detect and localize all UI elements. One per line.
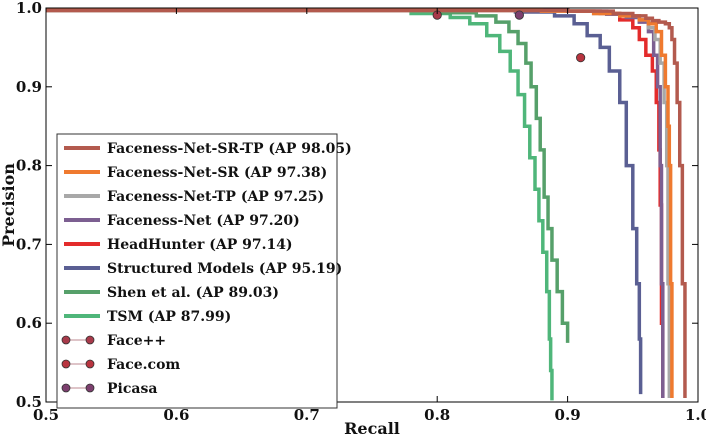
y-tick-label: 1.0 bbox=[16, 0, 42, 17]
legend-label: HeadHunter (AP 97.14) bbox=[107, 237, 293, 253]
legend-entry-faceness-net-tp-ap-97-25: Faceness-Net-TP (AP 97.25) bbox=[64, 189, 324, 205]
legend-entry-faceness-net-sr-ap-97-38: Faceness-Net-SR (AP 97.38) bbox=[64, 165, 327, 181]
legend-entry-face: Face++ bbox=[61, 333, 166, 349]
legend-label: TSM (AP 87.99) bbox=[107, 309, 231, 325]
x-tick-label: 0.9 bbox=[555, 406, 581, 424]
series-layer bbox=[46, 8, 687, 401]
legend-entry-faceness-net-ap-97-20: Faceness-Net (AP 97.20) bbox=[64, 213, 300, 229]
legend-label: Face.com bbox=[107, 357, 180, 373]
legend-label: Picasa bbox=[107, 381, 157, 397]
y-tick-label: 0.7 bbox=[16, 235, 42, 253]
legend-label: Faceness-Net-SR (AP 97.38) bbox=[107, 165, 327, 181]
legend-swatch-point bbox=[85, 335, 95, 345]
series-line-faceness-net-sr-tp-ap-98-05 bbox=[46, 8, 687, 399]
y-axis-label: Precision bbox=[0, 163, 18, 247]
legend-swatch-point bbox=[85, 383, 95, 393]
x-tick-label: 0.5 bbox=[33, 406, 59, 424]
legend: Faceness-Net-SR-TP (AP 98.05) Faceness-Ne… bbox=[56, 133, 352, 409]
legend-label: Faceness-Net-SR-TP (AP 98.05) bbox=[107, 141, 352, 157]
x-tick-label: 0.8 bbox=[424, 406, 450, 424]
series-line-structured-models-ap-95-19 bbox=[46, 8, 643, 395]
y-tick-label: 0.9 bbox=[16, 78, 42, 96]
legend-entry-face-com: Face.com bbox=[61, 357, 180, 373]
legend-entry-picasa: Picasa bbox=[61, 381, 157, 397]
legend-label: Faceness-Net-TP (AP 97.25) bbox=[107, 189, 324, 205]
y-tick-label: 0.5 bbox=[16, 393, 42, 411]
legend-entry-headhunter-ap-97-14: HeadHunter (AP 97.14) bbox=[64, 237, 293, 253]
legend-label: Face++ bbox=[107, 333, 166, 349]
point-face-com bbox=[576, 53, 586, 63]
legend-entry-shen-et-al-ap-89-03: Shen et al. (AP 89.03) bbox=[64, 285, 279, 301]
series-line-shen-et-al-ap-89-03 bbox=[46, 8, 570, 343]
plot-frame bbox=[45, 7, 699, 403]
y-tick-label: 0.6 bbox=[16, 314, 42, 332]
legend-swatch-point bbox=[61, 359, 71, 369]
legend-entry-faceness-net-sr-tp-ap-98-05: Faceness-Net-SR-TP (AP 98.05) bbox=[64, 141, 352, 157]
y-tick-label: 0.8 bbox=[16, 157, 42, 175]
legend-box bbox=[56, 133, 338, 409]
legend-label: Structured Models (AP 95.19) bbox=[107, 261, 342, 277]
legend-entry-tsm-ap-87-99: TSM (AP 87.99) bbox=[64, 309, 231, 325]
legend-swatch-point bbox=[61, 383, 71, 393]
x-tick-label: 1.0 bbox=[685, 406, 706, 424]
ticks-layer: 0.5 0.6 0.7 0.8 0.9 1.0 0.5 0.6 0.7 0.8 0.9 1.0 bbox=[16, 0, 706, 424]
point-picasa bbox=[514, 10, 524, 20]
x-axis-label: Recall bbox=[344, 419, 400, 438]
series-line-faceness-net-sr-ap-97-38 bbox=[46, 8, 674, 399]
x-tick-label: 0.7 bbox=[294, 406, 320, 424]
legend-label: Shen et al. (AP 89.03) bbox=[107, 285, 279, 301]
x-tick-label: 0.6 bbox=[163, 406, 189, 424]
series-line-tsm-ap-87-99 bbox=[46, 8, 554, 401]
legend-label: Faceness-Net (AP 97.20) bbox=[107, 213, 300, 229]
legend-swatch-point bbox=[85, 359, 95, 369]
legend-swatch-point bbox=[61, 335, 71, 345]
legend-entry-structured-models-ap-95-19: Structured Models (AP 95.19) bbox=[64, 261, 342, 277]
